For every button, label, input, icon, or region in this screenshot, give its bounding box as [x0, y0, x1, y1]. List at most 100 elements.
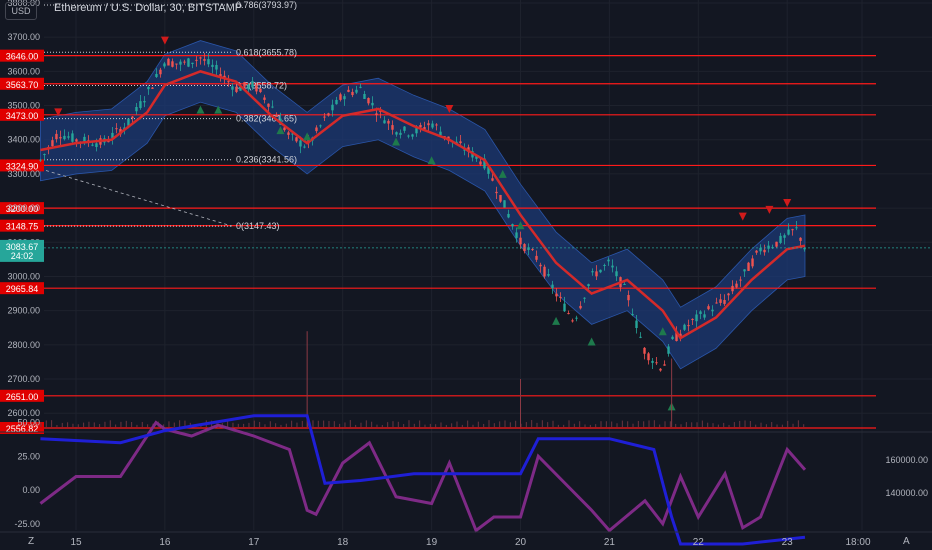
- level-label-bg: [0, 77, 44, 90]
- candle-body: [383, 120, 386, 124]
- candle-body: [695, 314, 698, 322]
- volume-bar: [168, 421, 170, 427]
- candle-body: [199, 57, 202, 59]
- candle-body: [151, 87, 154, 89]
- candle-body: [139, 101, 142, 108]
- candle-body: [767, 245, 770, 249]
- candle-body: [319, 125, 322, 127]
- candle-body: [623, 284, 626, 286]
- time-tick-label: 17: [248, 537, 260, 548]
- candle-body: [359, 86, 362, 88]
- level-label: 3646.00: [6, 52, 39, 62]
- volume-bar: [568, 420, 570, 427]
- candle-body: [51, 140, 54, 147]
- level-label-bg: [0, 202, 44, 215]
- candle-body: [239, 87, 242, 91]
- price-tick-label: 3200.00: [7, 203, 40, 213]
- candle-body: [551, 284, 554, 289]
- candle-body: [291, 133, 294, 135]
- candle-body: [659, 368, 662, 371]
- level-label: 3200.00: [6, 204, 39, 214]
- volume-bar: [723, 422, 725, 427]
- volume-bar: [627, 421, 629, 427]
- volume-bar: [803, 424, 805, 427]
- auto-scale-toggle[interactable]: A: [903, 536, 910, 547]
- volume-bar: [184, 420, 186, 427]
- volume-bar: [403, 424, 405, 427]
- candle-body: [543, 266, 546, 277]
- candle-body: [143, 101, 146, 103]
- osc-tick-label: 25.00: [17, 451, 40, 461]
- candle-body: [323, 116, 326, 118]
- candle-body: [275, 114, 278, 117]
- volume-bar: [605, 421, 607, 427]
- candle-body: [583, 297, 586, 299]
- sell-marker: [160, 36, 169, 45]
- candle-body: [135, 106, 138, 112]
- currency-badge[interactable]: USD: [5, 2, 37, 20]
- level-label: 2651.00: [6, 392, 39, 402]
- candle-body: [783, 235, 786, 238]
- volume-bar: [344, 422, 346, 427]
- candle-body: [587, 284, 590, 287]
- volume-bar: [179, 420, 181, 427]
- candle-body: [507, 213, 510, 218]
- volume-bar: [632, 423, 634, 427]
- volume-bar: [595, 424, 597, 427]
- log-toggle[interactable]: Z: [28, 536, 35, 547]
- candle-body: [127, 118, 130, 126]
- candle-body: [667, 346, 670, 354]
- candle-body: [775, 241, 778, 247]
- volume-bar: [312, 420, 314, 427]
- volume-bar: [99, 424, 101, 427]
- candle-body: [499, 194, 502, 202]
- buy-marker: [587, 337, 596, 346]
- fib-label: 0.786(3793.97): [236, 0, 297, 10]
- candle-body: [723, 299, 726, 304]
- candle-body: [379, 110, 382, 112]
- time-axis[interactable]: 15 16 17 18 19 20 21 22 23 18:00: [0, 531, 932, 548]
- time-tick-label: 22: [693, 537, 705, 548]
- osc-tick-label: -25.00: [14, 519, 40, 529]
- candle-body: [787, 229, 790, 235]
- candle-body: [347, 89, 350, 92]
- candle-body: [39, 159, 42, 161]
- osc-right-tick-label: 160000.00: [885, 455, 928, 465]
- volume-bar: [435, 424, 437, 427]
- volume-bar: [280, 424, 282, 427]
- volume-bar: [429, 423, 431, 427]
- level-label-bg: [0, 49, 44, 62]
- candle-body: [707, 306, 710, 310]
- candle-body: [327, 113, 330, 116]
- volume-bar: [424, 424, 426, 427]
- candle-body: [63, 135, 66, 140]
- candle-body: [155, 73, 158, 77]
- volume-bar: [600, 421, 602, 427]
- sell-marker: [54, 108, 63, 117]
- candle-body: [703, 314, 706, 318]
- candle-body: [271, 106, 274, 108]
- candle-body: [631, 313, 634, 316]
- volume-bar: [232, 422, 234, 427]
- price-tick-label: 2600.00: [7, 408, 40, 418]
- candle-body: [759, 247, 762, 252]
- volume-bar: [392, 421, 394, 427]
- candle-body: [699, 311, 702, 314]
- candle-body: [95, 143, 98, 148]
- time-tick-label: 20: [515, 537, 527, 548]
- candle-body: [43, 154, 46, 156]
- candle-body: [231, 86, 234, 90]
- candle-body: [399, 132, 402, 135]
- candle-body: [303, 146, 306, 148]
- level-label: 3324.90: [6, 161, 39, 171]
- candle-body: [459, 141, 462, 144]
- volume-bar: [616, 423, 618, 427]
- volume-bar: [669, 421, 671, 427]
- volume-bar: [349, 420, 351, 427]
- candle-body: [791, 229, 794, 231]
- price-axis[interactable]: 3800.00 3700.00 3600.00 3500.00 3400.00 3300.…: [0, 0, 932, 418]
- volume-bar: [40, 422, 42, 427]
- volume-bar: [339, 423, 341, 427]
- candle-body: [283, 127, 286, 131]
